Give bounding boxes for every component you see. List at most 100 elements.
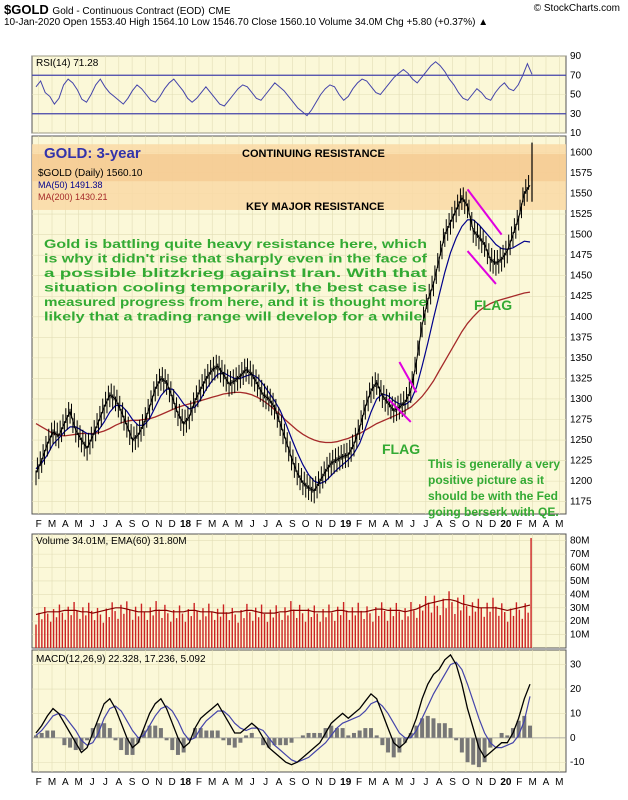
continuing-resistance-band <box>32 154 566 182</box>
flag-label: FLAG <box>382 441 420 457</box>
macd-x-label: 19 <box>340 777 352 788</box>
macd-histogram-bar <box>374 735 379 738</box>
macd-histogram-bar <box>192 728 197 738</box>
macd-histogram-bar <box>164 737 169 741</box>
macd-histogram-bar <box>442 723 447 738</box>
macd-axis-tick-label: 30 <box>570 660 582 671</box>
price-x-label: J <box>423 519 428 530</box>
price-axis-tick-label: 1375 <box>570 332 593 343</box>
macd-histogram-bar <box>431 718 436 738</box>
price-x-label: F <box>356 519 362 530</box>
macd-axis-tick-label: 10 <box>570 708 582 719</box>
macd-x-label: S <box>129 777 136 788</box>
price-x-label: 18 <box>180 519 192 530</box>
macd-x-label: A <box>436 777 443 788</box>
price-x-label: S <box>129 519 136 530</box>
symbol: $GOLD <box>4 2 49 17</box>
macd-x-label: A <box>276 777 283 788</box>
macd-histogram-bar <box>317 732 322 738</box>
price-x-label: M <box>368 519 376 530</box>
macd-histogram-bar <box>210 730 215 738</box>
macd-histogram-bar <box>465 737 470 763</box>
macd-histogram-bar <box>181 737 186 753</box>
price-axis-tick-label: 1500 <box>570 230 593 241</box>
macd-histogram-bar <box>414 725 419 738</box>
price-x-label: S <box>449 519 456 530</box>
macd-x-label: N <box>315 777 322 788</box>
macd-histogram-bar <box>312 732 317 738</box>
price-x-label: M <box>395 519 403 530</box>
volume-axis-tick-label: 10M <box>570 630 589 641</box>
chart-title: GOLD: 3-year <box>44 145 141 162</box>
macd-signal-line <box>35 661 531 763</box>
macd-histogram-bar <box>198 728 203 738</box>
price-legend: $GOLD (Daily) 1560.10 <box>38 168 143 179</box>
key-resistance-label: KEY MAJOR RESISTANCE <box>246 201 384 213</box>
price-axis-tick-label: 1550 <box>570 189 593 200</box>
annotation-main-line: measured progress from here, and it is t… <box>44 295 427 309</box>
macd-x-label: A <box>382 777 389 788</box>
rsi-axis-tick-label: 70 <box>570 70 582 81</box>
macd-histogram-bar <box>334 728 339 738</box>
macd-histogram-bar <box>403 737 408 743</box>
price-axis-tick-label: 1350 <box>570 353 593 364</box>
price-x-label: M <box>48 519 56 530</box>
rsi-axis-tick-label: 50 <box>570 90 582 101</box>
chart-header: $GOLD Gold - Continuous Contract (EOD) C… <box>0 0 628 30</box>
macd-x-label: S <box>449 777 456 788</box>
price-x-label: J <box>103 519 108 530</box>
macd-histogram-bar <box>215 730 220 738</box>
volume-axis-tick-label: 50M <box>570 576 589 587</box>
macd-x-label: J <box>103 777 108 788</box>
macd-x-label: D <box>489 777 496 788</box>
macd-histogram-bar <box>482 737 487 763</box>
price-axis-tick-label: 1525 <box>570 209 593 220</box>
price-axis-tick-label: 1475 <box>570 250 593 261</box>
volume-axis-tick-label: 30M <box>570 603 589 614</box>
rsi-legend: RSI(14) 71.28 <box>36 58 99 69</box>
macd-x-label: 18 <box>180 777 192 788</box>
price-x-label: A <box>543 519 550 530</box>
price-axis-tick-label: 1450 <box>570 271 593 282</box>
macd-histogram-bar <box>102 723 107 738</box>
rsi-axis-tick-label: 30 <box>570 109 582 120</box>
macd-histogram-bar <box>266 737 271 748</box>
annotation-qe-line: positive picture as it <box>428 473 544 487</box>
macd-histogram-bar <box>141 730 146 738</box>
annotation-qe-line: going berserk with QE. <box>428 505 559 519</box>
price-axis-tick-label: 1300 <box>570 394 593 405</box>
volume-axis-tick-label: 80M <box>570 536 589 547</box>
macd-x-label: M <box>395 777 403 788</box>
macd-histogram-bar <box>39 732 44 738</box>
price-x-label: J <box>250 519 255 530</box>
macd-x-label: J <box>410 777 415 788</box>
price-x-label: J <box>90 519 95 530</box>
macd-histogram-bar <box>221 737 226 741</box>
price-x-label: M <box>528 519 536 530</box>
macd-histogram-bar <box>437 723 442 738</box>
price-x-label: A <box>276 519 283 530</box>
macd-x-label: D <box>169 777 176 788</box>
macd-histogram-bar <box>136 737 141 743</box>
annotation-main-line: situation cooling temporarily, the best … <box>44 281 427 295</box>
macd-x-label: D <box>329 777 336 788</box>
price-x-label: F <box>36 519 42 530</box>
macd-histogram-bar <box>45 730 50 738</box>
macd-histogram-bar <box>522 715 527 738</box>
annotation-main-line: likely that a trading range will develop… <box>44 310 427 324</box>
price-x-label: 20 <box>500 519 512 530</box>
macd-histogram-bar <box>386 737 391 753</box>
macd-histogram-bar <box>499 732 504 738</box>
flag-top-line <box>466 188 503 236</box>
macd-histogram-bar <box>249 732 254 738</box>
price-x-label: F <box>516 519 522 530</box>
macd-x-label: O <box>142 777 150 788</box>
macd-histogram-bar <box>62 737 67 746</box>
volume-axis-tick-label: 70M <box>570 549 589 560</box>
macd-x-label: J <box>250 777 255 788</box>
macd-histogram-bar <box>278 737 283 746</box>
macd-axis-tick-label: -10 <box>570 757 585 768</box>
macd-histogram-bar <box>397 737 402 753</box>
macd-histogram-bar <box>380 737 385 746</box>
price-axis-tick-label: 1575 <box>570 168 593 179</box>
